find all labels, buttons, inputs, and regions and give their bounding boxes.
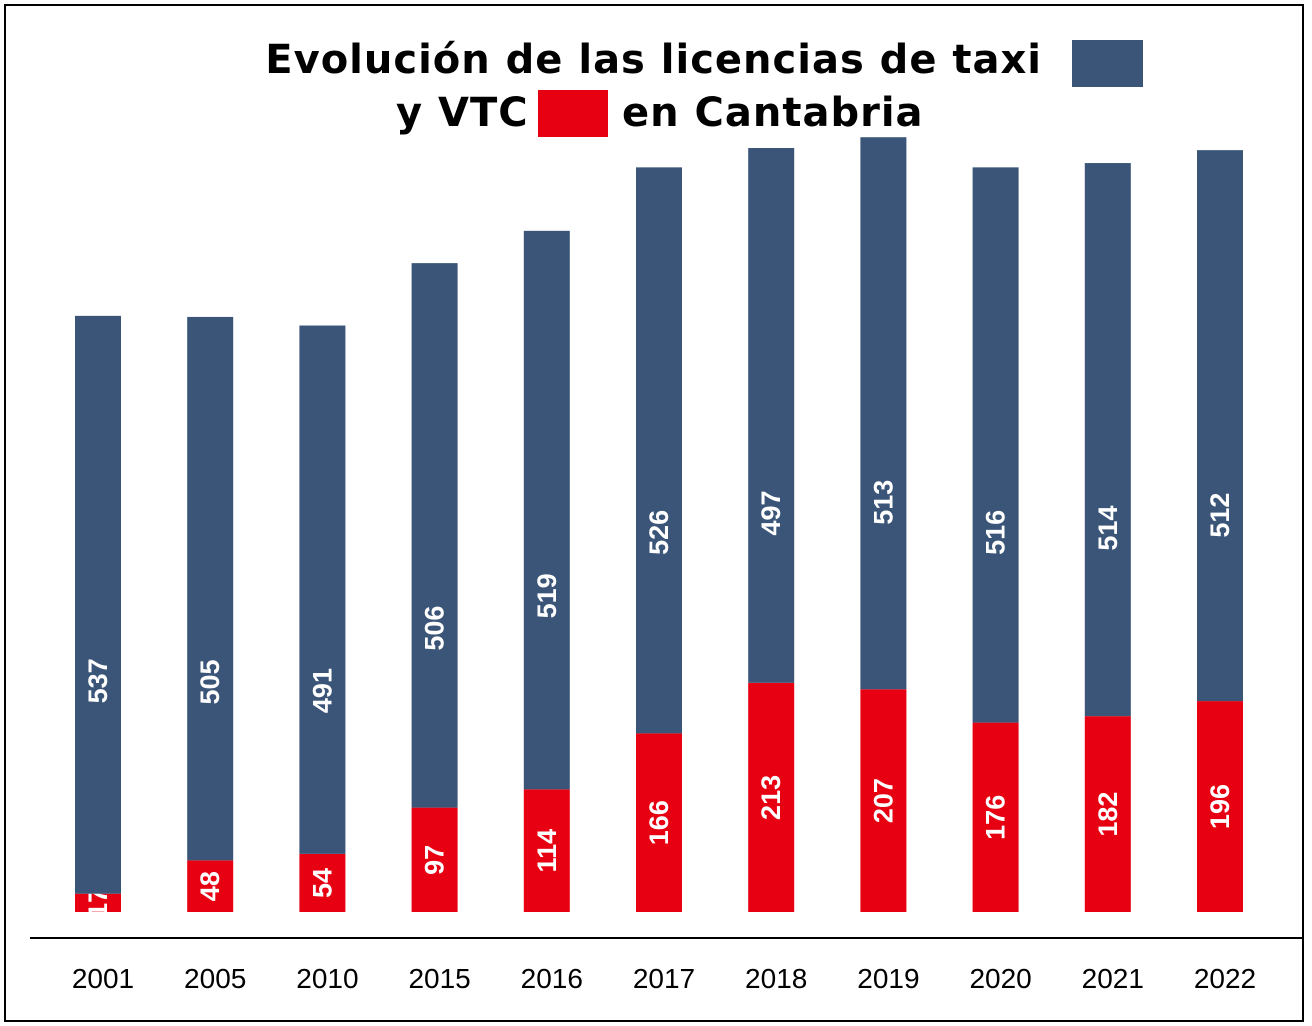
data-label-vtc-2005: 48 [195, 871, 225, 901]
data-label-vtc-2017: 166 [644, 800, 674, 845]
data-label-vtc-2019: 207 [868, 778, 898, 823]
data-label-taxi-2017: 526 [644, 510, 674, 555]
bar-vtc-2017 [636, 733, 682, 912]
data-label-vtc-2015: 97 [420, 845, 450, 875]
x-tick-label-2010: 2010 [296, 963, 358, 994]
bar-taxi-2016 [523, 230, 570, 790]
x-tick-label-2001: 2001 [72, 963, 134, 994]
bar-vtc-2015 [411, 807, 458, 912]
bar-vtc-2016 [523, 789, 570, 912]
bar-vtc-2021 [1084, 716, 1131, 912]
data-label-vtc-2020: 176 [981, 795, 1011, 840]
data-label-vtc-2021: 182 [1093, 792, 1123, 837]
data-label-vtc-2010: 54 [307, 868, 337, 898]
chart-title-line1: Evolución de las licencias de taxi [265, 37, 1042, 83]
x-tick-label-2016: 2016 [521, 963, 583, 994]
x-tick-label-2017: 2017 [633, 963, 695, 994]
bar-vtc-2010 [299, 853, 346, 912]
legend-swatch-taxi [1072, 40, 1143, 87]
bar-taxi-2021 [1084, 163, 1131, 717]
bar-taxi-2005 [187, 316, 234, 861]
data-label-taxi-2020: 516 [981, 510, 1011, 555]
data-label-vtc-2022: 196 [1205, 784, 1235, 829]
chart-title-line2-end: en Cantabria [622, 90, 924, 136]
bar-taxi-2020 [972, 167, 1019, 723]
bar-taxi-2019 [860, 137, 907, 690]
data-label-taxi-2015: 506 [420, 606, 450, 651]
bar-taxi-2010 [299, 325, 346, 854]
data-label-taxi-2021: 514 [1093, 506, 1123, 551]
data-label-taxi-2010: 491 [307, 668, 337, 713]
bar-taxi-2015 [411, 263, 458, 808]
bar-vtc-2019 [860, 689, 907, 912]
bar-vtc-2005 [187, 860, 234, 912]
data-label-taxi-2001: 537 [83, 658, 113, 703]
bar-vtc-2020 [972, 722, 1019, 912]
chart-title-line2-start: y VTC [396, 90, 529, 136]
data-label-vtc-2016: 114 [532, 829, 562, 873]
bar-vtc-2018 [748, 682, 795, 912]
x-tick-label-2021: 2021 [1082, 963, 1144, 994]
x-tick-label-2020: 2020 [969, 963, 1031, 994]
bar-taxi-2017 [636, 167, 682, 734]
data-label-taxi-2022: 512 [1205, 493, 1235, 538]
bar-vtc-2022 [1197, 701, 1243, 912]
data-label-taxi-2018: 497 [756, 490, 786, 535]
bar-taxi-2001 [75, 315, 121, 894]
x-tick-label-2018: 2018 [745, 963, 807, 994]
data-label-taxi-2016: 519 [532, 573, 562, 618]
data-label-vtc-2018: 213 [756, 775, 786, 820]
data-label-taxi-2005: 505 [195, 659, 225, 704]
x-tick-label-2022: 2022 [1194, 963, 1256, 994]
x-tick-label-2005: 2005 [184, 963, 246, 994]
x-tick-label-2015: 2015 [408, 963, 470, 994]
legend-swatch-vtc [538, 90, 608, 137]
bar-vtc-2001 [75, 893, 121, 912]
data-label-taxi-2019: 513 [868, 480, 898, 525]
x-tick-label-2019: 2019 [857, 963, 919, 994]
bar-taxi-2022 [1197, 150, 1243, 702]
bar-taxi-2018 [748, 147, 795, 683]
